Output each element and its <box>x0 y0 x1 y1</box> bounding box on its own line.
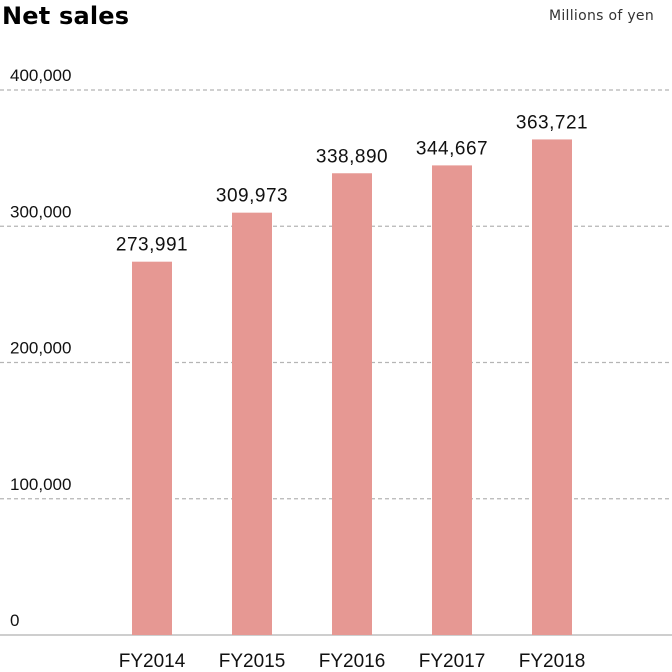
x-category-label: FY2017 <box>419 651 486 672</box>
x-category-label: FY2015 <box>219 651 286 672</box>
chart-title: Net sales <box>2 2 130 30</box>
bar-fy2015 <box>232 212 272 635</box>
data-label: 273,991 <box>116 235 188 256</box>
y-tick-label: 0 <box>10 611 19 630</box>
bars <box>132 139 572 636</box>
x-axis-categories: FY2014 FY2015 FY2016 FY2017 FY2018 <box>119 651 586 672</box>
unit-label: Millions of yen <box>548 8 654 24</box>
y-tick-label: 300,000 <box>10 202 71 221</box>
data-label: 338,890 <box>316 146 388 167</box>
bar-fy2014 <box>132 261 172 635</box>
x-category-label: FY2018 <box>519 651 586 672</box>
bar-fy2018 <box>532 139 572 636</box>
data-label: 309,973 <box>216 186 288 207</box>
y-tick-label: 200,000 <box>10 339 71 358</box>
x-category-label: FY2016 <box>319 651 386 672</box>
y-axis-ticks: 0 100,000 200,000 300,000 400,000 <box>10 66 71 630</box>
bar-fy2016 <box>332 173 372 635</box>
data-label: 344,667 <box>416 138 488 159</box>
bar-fy2017 <box>432 165 472 635</box>
y-tick-label: 100,000 <box>10 475 71 494</box>
data-labels: 273,991 309,973 338,890 344,667 363,721 <box>116 112 588 255</box>
y-tick-label: 400,000 <box>10 66 71 85</box>
x-category-label: FY2014 <box>119 651 186 672</box>
data-label: 363,721 <box>516 112 588 133</box>
